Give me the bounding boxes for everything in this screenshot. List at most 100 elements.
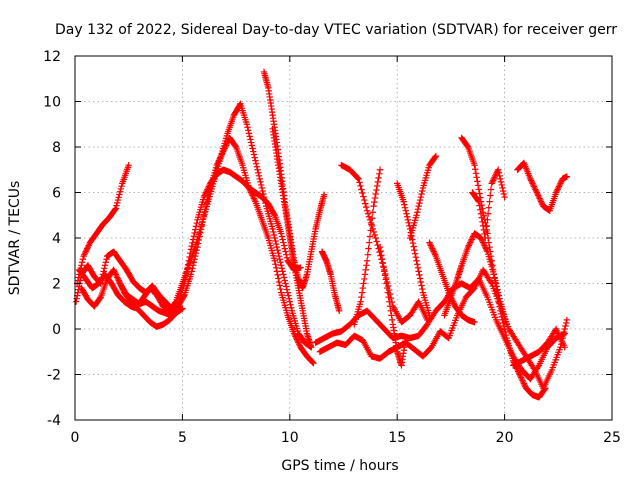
data-point [563,316,571,324]
data-point [478,236,485,243]
data-point [118,182,125,190]
data-point [359,284,367,292]
data-point [116,278,123,286]
data-point [249,192,256,199]
data-point [111,206,119,213]
data-point [405,219,412,227]
x-tick-label: 0 [71,430,80,446]
data-point [368,221,375,228]
data-point [426,239,433,246]
data-point [275,249,282,257]
data-point [411,250,419,257]
data-point [243,121,251,128]
data-point [270,210,278,218]
data-point [357,182,364,190]
data-point [472,170,480,177]
data-point [477,206,484,213]
data-point [411,246,418,254]
data-point [529,180,536,187]
data-point [114,275,122,283]
data-point [482,228,490,236]
data-point [254,166,261,173]
data-point [365,213,373,220]
data-point [538,199,546,207]
data-point [499,187,507,195]
data-point [278,230,285,237]
data-point [118,283,125,290]
data-series-17 [458,134,549,401]
data-point [373,238,380,245]
data-point [517,374,525,381]
data-point [374,178,382,186]
data-point [78,259,86,266]
y-tick-label: -4 [47,413,61,429]
data-point [362,200,369,207]
data-point [277,285,284,293]
data-point [413,257,420,264]
data-point [280,271,287,278]
data-point [531,184,538,192]
data-point [419,187,426,195]
data-point [426,240,434,248]
data-point [74,277,82,284]
data-point [482,245,490,252]
data-point [424,316,431,324]
data-point [483,246,490,254]
data-point [431,153,439,161]
data-point [247,189,255,196]
data-point [288,304,295,311]
data-point [358,289,366,296]
data-point [475,186,483,193]
data-point [272,261,279,268]
y-tick-label: 0 [52,322,61,338]
data-point [309,359,316,366]
data-point [269,225,276,233]
data-point [248,190,256,198]
data-point [85,242,92,249]
data-point [499,184,506,192]
data-point [474,178,481,185]
data-point [272,237,279,245]
data-point [247,136,254,143]
data-point [273,243,281,251]
data-series-21 [509,325,568,369]
data-point [276,256,283,263]
data-point [428,243,435,251]
data-point [502,331,510,339]
data-point [515,369,523,377]
data-point [82,248,89,255]
data-point [119,286,127,293]
data-point [418,282,425,289]
data-point [116,191,123,198]
data-point [527,175,534,183]
data-point [471,318,478,326]
data-point [431,251,439,258]
data-point [250,193,257,201]
data-point [492,280,500,287]
data-point [259,187,266,195]
data-point [500,190,508,198]
data-point [252,157,259,164]
data-point [360,193,367,200]
data-point [358,293,365,301]
data-point [516,371,523,378]
data-point [416,199,423,207]
data-point [308,344,315,351]
data-point [370,202,377,210]
data-point [494,286,501,293]
data-point [503,321,510,328]
data-point [362,203,370,211]
data-point [495,169,503,176]
data-point [277,259,284,266]
data-point [279,236,286,243]
data-point [111,269,119,277]
data-point [527,177,535,184]
data-series-6 [260,68,328,292]
data-point [370,228,378,236]
data-point [383,280,390,287]
data-point [190,233,198,240]
y-tick-label: 2 [52,277,61,293]
data-point [553,187,561,195]
data-point [414,261,421,268]
data-point [115,194,122,201]
